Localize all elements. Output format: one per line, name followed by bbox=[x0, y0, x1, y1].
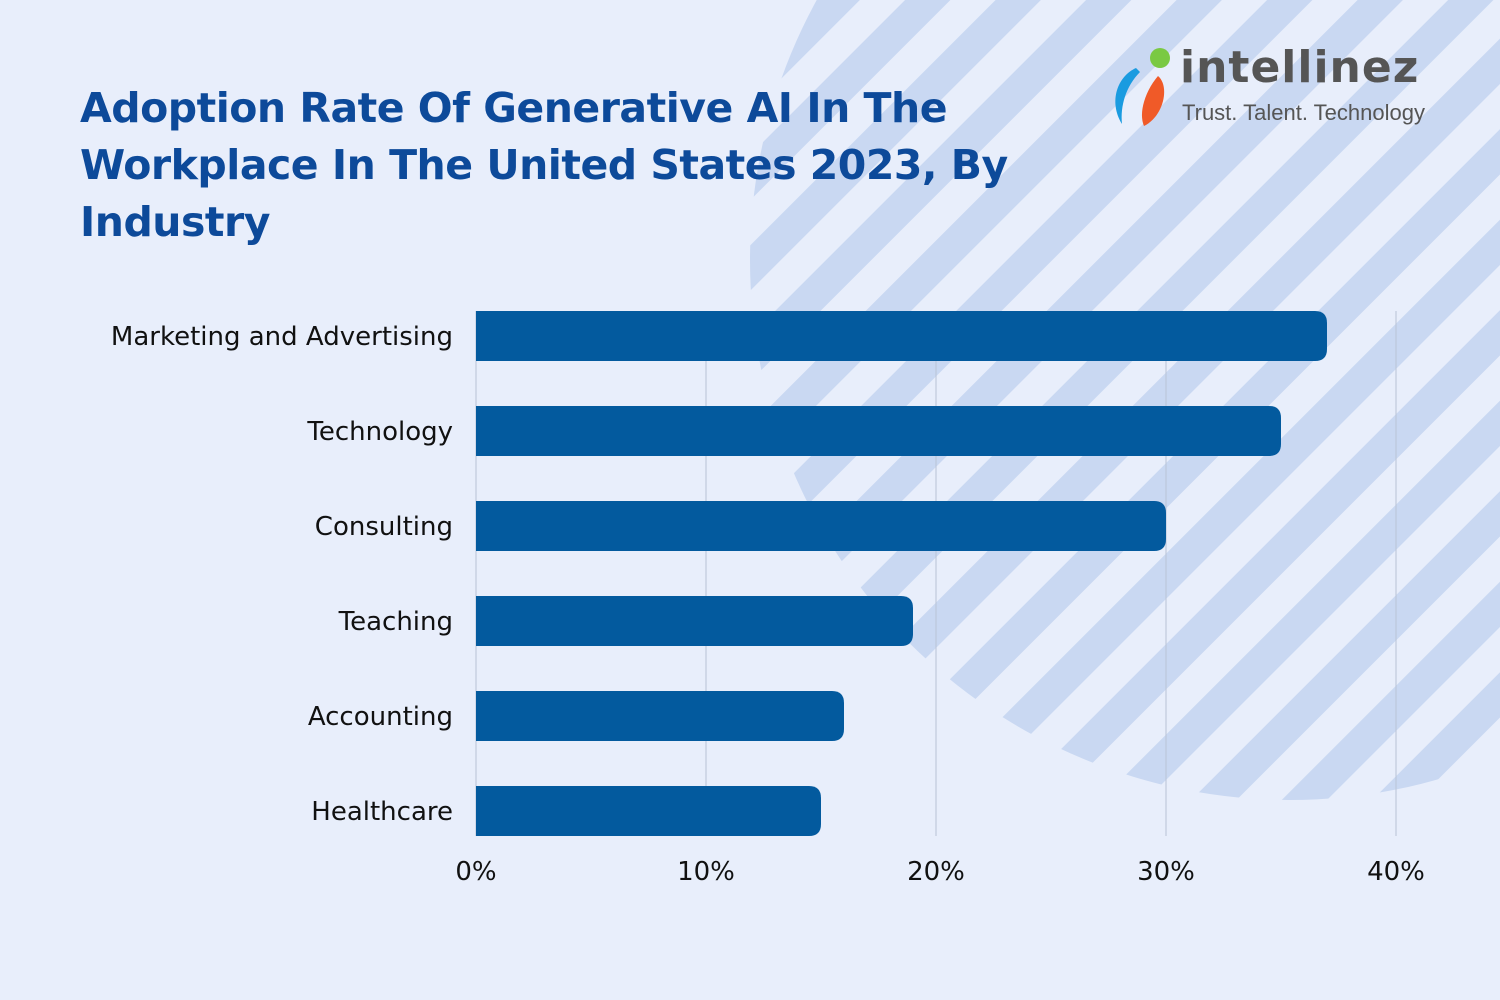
bar bbox=[476, 501, 1166, 551]
bar bbox=[476, 596, 913, 646]
logo-mark-icon bbox=[1115, 48, 1170, 126]
intellinez-logo: intellinez Trust. Talent. Technology bbox=[1108, 42, 1458, 136]
category-label: Marketing and Advertising bbox=[111, 322, 453, 352]
x-tick-label: 40% bbox=[1367, 857, 1425, 887]
logo-wordmark: intellinez bbox=[1180, 42, 1420, 93]
category-label: Accounting bbox=[308, 702, 453, 732]
x-tick-label: 20% bbox=[907, 857, 965, 887]
logo-tagline: Trust. Talent. Technology bbox=[1182, 100, 1425, 125]
chart-title: Adoption Rate Of Generative AI In The Wo… bbox=[80, 84, 1008, 246]
x-tick-label: 30% bbox=[1137, 857, 1195, 887]
category-label: Teaching bbox=[338, 607, 453, 637]
category-label: Healthcare bbox=[311, 797, 453, 827]
category-label: Technology bbox=[306, 417, 453, 447]
category-label: Consulting bbox=[315, 512, 453, 542]
x-tick-label: 10% bbox=[677, 857, 735, 887]
bar bbox=[476, 691, 844, 741]
bar bbox=[476, 786, 821, 836]
bar bbox=[476, 311, 1327, 361]
bar bbox=[476, 406, 1281, 456]
x-tick-label: 0% bbox=[455, 857, 496, 887]
